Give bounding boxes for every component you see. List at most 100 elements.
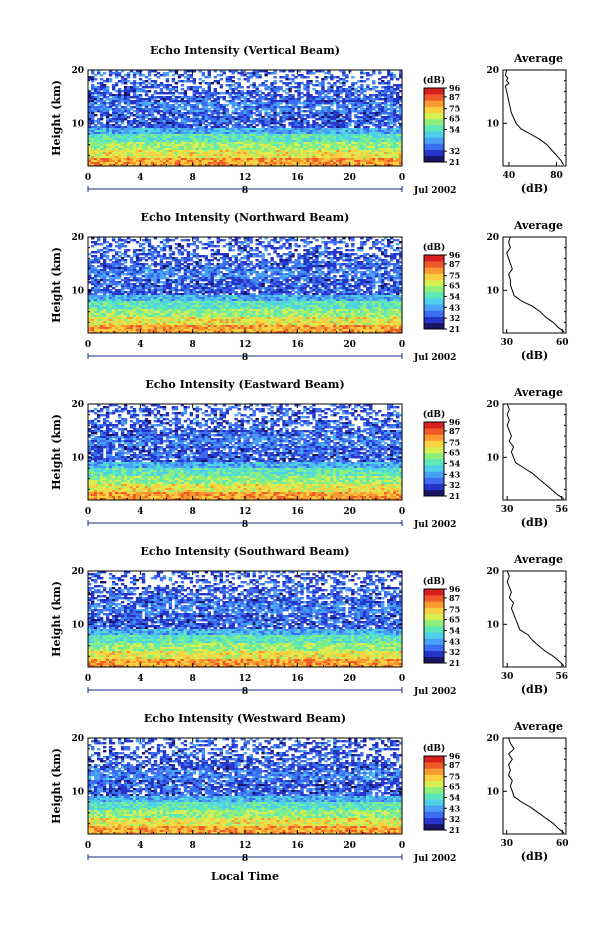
heatmap-cell — [129, 144, 134, 147]
heatmap-cell — [270, 144, 274, 147]
heatmap-cell — [384, 112, 388, 115]
heatmap-cell — [306, 136, 310, 139]
heatmap-cell — [390, 88, 394, 91]
heatmap-cell — [270, 140, 274, 143]
heatmap-cell — [228, 88, 232, 91]
heatmap-cell — [195, 128, 200, 131]
heatmap-cell — [159, 98, 164, 101]
heatmap-cell — [168, 144, 173, 147]
heatmap-cell — [366, 78, 370, 81]
heatmap-cell — [237, 136, 241, 139]
heatmap-cell — [393, 92, 397, 95]
heatmap-cell — [93, 140, 98, 143]
heatmap-cell — [243, 102, 247, 105]
heatmap-cell — [351, 108, 355, 111]
heatmap-cell — [387, 126, 391, 129]
heatmap-cell — [126, 142, 131, 145]
heatmap-cell — [384, 128, 388, 131]
heatmap-cell — [174, 136, 179, 139]
heatmap-cell — [360, 102, 364, 105]
heatmap-image — [88, 237, 403, 334]
heatmap-cell — [306, 126, 310, 129]
heatmap-cell — [114, 76, 119, 79]
heatmap-cell — [318, 255, 322, 258]
heatmap-cell — [249, 134, 253, 137]
heatmap-cell — [372, 140, 376, 143]
heatmap-cell — [174, 106, 179, 109]
heatmap-cell — [303, 102, 307, 105]
heatmap-cell — [339, 142, 343, 145]
heatmap-cell — [213, 88, 217, 91]
heatmap-cell — [105, 112, 110, 115]
heatmap-cell — [105, 257, 110, 260]
heatmap-cell — [150, 96, 155, 99]
heatmap-cell — [162, 120, 167, 123]
heatmap-cell — [348, 142, 352, 145]
heatmap-cell — [138, 124, 143, 127]
heatmap-cell — [120, 100, 125, 103]
heatmap-cell — [321, 138, 325, 141]
heatmap-cell — [150, 263, 155, 266]
heatmap-cell — [360, 84, 364, 87]
heatmap-cell — [141, 82, 146, 85]
heatmap-cell — [318, 116, 322, 119]
heatmap-cell — [144, 98, 149, 101]
heatmap-cell — [291, 116, 295, 119]
heatmap-cell — [120, 98, 125, 101]
heatmap-cell — [111, 120, 116, 123]
heatmap-cell — [195, 92, 200, 95]
heatmap-cell — [381, 94, 385, 97]
heatmap-cell — [387, 255, 391, 258]
heatmap-cell — [267, 261, 271, 264]
heatmap-cell — [342, 112, 346, 115]
heatmap-cell — [207, 132, 212, 135]
heatmap-cell — [393, 134, 397, 137]
heatmap-cell — [186, 245, 191, 248]
heatmap-cell — [330, 126, 334, 129]
heatmap-cell — [111, 72, 116, 75]
heatmap-cell — [135, 265, 140, 268]
heatmap-cell — [279, 118, 283, 121]
heatmap-cell — [180, 84, 185, 87]
heatmap-cell — [273, 120, 277, 123]
heatmap-cell — [213, 144, 217, 147]
heatmap-cell — [357, 104, 361, 107]
heatmap-cell — [144, 142, 149, 145]
heatmap-cell — [189, 253, 194, 256]
heatmap-cell — [315, 134, 319, 137]
heatmap-cell — [168, 106, 173, 109]
heatmap-cell — [282, 124, 286, 127]
heatmap-cell — [174, 247, 179, 250]
heatmap-cell — [243, 249, 247, 252]
heatmap-cell — [345, 94, 349, 97]
heatmap-cell — [90, 100, 95, 103]
heatmap-cell — [330, 104, 334, 107]
heatmap-cell — [369, 102, 373, 105]
heatmap-cell — [138, 120, 143, 123]
heatmap-cell — [309, 80, 313, 83]
heatmap-cell — [390, 90, 394, 93]
heatmap-cell — [88, 144, 92, 147]
heatmap-cell — [270, 108, 274, 111]
heatmap-cell — [363, 108, 367, 111]
heatmap-cell — [324, 72, 328, 75]
heatmap-cell — [357, 126, 361, 129]
heatmap-cell — [114, 136, 119, 139]
heatmap-cell — [129, 140, 134, 143]
heatmap-cell — [345, 74, 349, 77]
heatmap-cell — [309, 112, 313, 115]
heatmap-cell — [111, 134, 116, 137]
heatmap-cell — [384, 110, 388, 113]
heatmap-cell — [267, 120, 271, 123]
heatmap-cell — [117, 88, 122, 91]
heatmap-cell — [393, 120, 397, 123]
heatmap-cell — [171, 80, 176, 83]
heatmap-cell — [165, 124, 170, 127]
heatmap-cell — [348, 136, 352, 139]
profile-title: Average — [513, 52, 563, 65]
heatmap-cell — [267, 134, 271, 137]
heatmap-cell — [387, 116, 391, 119]
heatmap-cell — [120, 239, 125, 242]
heatmap-cell — [162, 140, 167, 143]
heatmap-cell — [240, 86, 244, 89]
